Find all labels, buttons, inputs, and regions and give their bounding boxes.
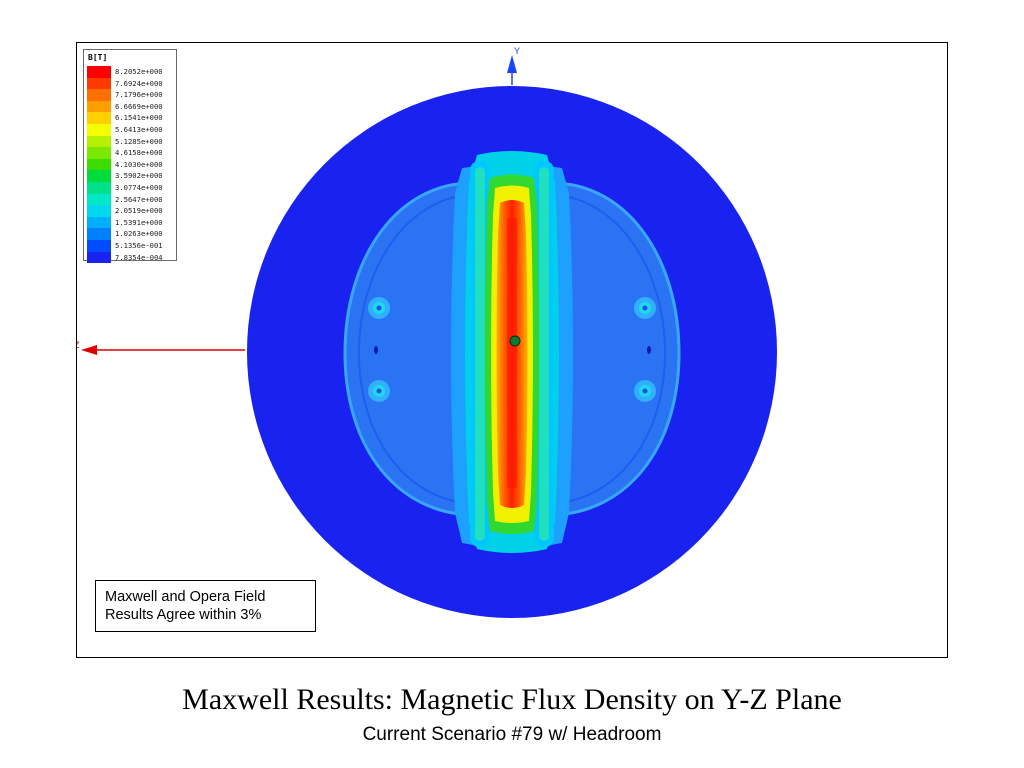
legend-swatch	[87, 124, 111, 136]
legend-swatch	[87, 135, 111, 148]
legend-label: 5.1285e+000	[115, 136, 163, 146]
legend-row: 5.6413e+000	[87, 124, 175, 136]
field-legend: B[T] 8.2052e+000 7.6924e+000 7.1796e+000 6.…	[83, 49, 177, 264]
legend-title: B[T]	[88, 53, 108, 62]
y-axis-arrow: Y	[507, 46, 520, 85]
legend-label: 2.0519e+000	[115, 206, 163, 216]
note-line-1: Maxwell and Opera Field	[105, 589, 266, 605]
legend-label: 4.1030e+000	[115, 159, 163, 169]
slide-title: Maxwell Results: Magnetic Flux Density o…	[182, 683, 842, 716]
legend-label: 6.6669e+000	[115, 101, 163, 111]
z-axis-label: Z	[77, 340, 80, 350]
field-plot-viewport[interactable]: Y Z B[T] 8.2052e+000 7.6924e+000 7.1796e+0…	[76, 42, 948, 658]
legend-swatch	[87, 182, 111, 194]
legend-swatch	[87, 112, 111, 124]
legend-row: 7.6924e+000	[87, 77, 175, 90]
note-line-2: Results Agree within 3%	[105, 607, 262, 623]
legend-label: 5.6413e+000	[115, 125, 163, 134]
legend-label: 1.5391e+000	[115, 217, 163, 227]
agreement-note: Maxwell and Opera Field Results Agree wi…	[95, 580, 316, 632]
legend-row: 3.0774e+000	[87, 182, 175, 194]
legend-row: 5.1356e-001	[87, 240, 175, 252]
legend-swatch	[87, 100, 111, 113]
z-axis-arrow: Z	[77, 340, 245, 355]
right-features	[634, 297, 656, 402]
y-axis-label: Y	[514, 46, 520, 56]
legend-swatch	[87, 240, 111, 252]
legend-row: 4.1030e+000	[87, 158, 175, 171]
legend-row: 4.6158e+000	[87, 147, 175, 159]
legend-swatch	[87, 147, 111, 159]
legend-swatch	[87, 205, 111, 217]
legend-label: 3.5902e+000	[115, 171, 163, 181]
legend-row: 3.5902e+000	[87, 170, 175, 182]
legend-label: 1.0263e+000	[115, 229, 163, 239]
legend-label: 2.5647e+000	[115, 194, 163, 204]
legend-row: 2.0519e+000	[87, 205, 175, 217]
legend-row: 1.0263e+000	[87, 228, 175, 240]
legend-row: 1.5391e+000	[87, 216, 175, 229]
legend-row: 6.6669e+000	[87, 100, 175, 113]
legend-row: 6.1541e+000	[87, 112, 175, 124]
legend-swatch	[87, 66, 111, 78]
legend-label: 3.0774e+000	[115, 183, 163, 192]
origin-marker	[509, 335, 521, 347]
legend-swatch	[87, 170, 111, 182]
legend-swatch	[87, 228, 111, 240]
legend-swatch	[87, 158, 111, 171]
legend-label: 6.1541e+000	[115, 113, 163, 123]
legend-swatch	[87, 251, 111, 264]
legend-label: 8.2052e+000	[115, 67, 163, 76]
legend-row: 8.2052e+000	[87, 66, 175, 78]
legend-swatch	[87, 193, 111, 206]
legend-label: 7.1796e+000	[115, 90, 163, 100]
legend-label: 7.6924e+000	[115, 78, 163, 88]
legend-swatch	[87, 77, 111, 90]
legend-swatch	[87, 216, 111, 229]
left-features	[368, 297, 390, 402]
legend-row: 5.1285e+000	[87, 135, 175, 148]
legend-row: 2.5647e+000	[87, 193, 175, 206]
slide-subtitle: Current Scenario #79 w/ Headroom	[362, 724, 662, 745]
field-plot: Y Z	[77, 46, 777, 618]
legend-swatch	[87, 89, 111, 101]
legend-label: 4.6158e+000	[115, 148, 163, 158]
legend-row: 7.8354e-004	[87, 251, 175, 264]
legend-label: 7.8354e-004	[115, 252, 163, 262]
legend-row: 7.1796e+000	[87, 89, 175, 101]
legend-label: 5.1356e-001	[115, 241, 163, 250]
